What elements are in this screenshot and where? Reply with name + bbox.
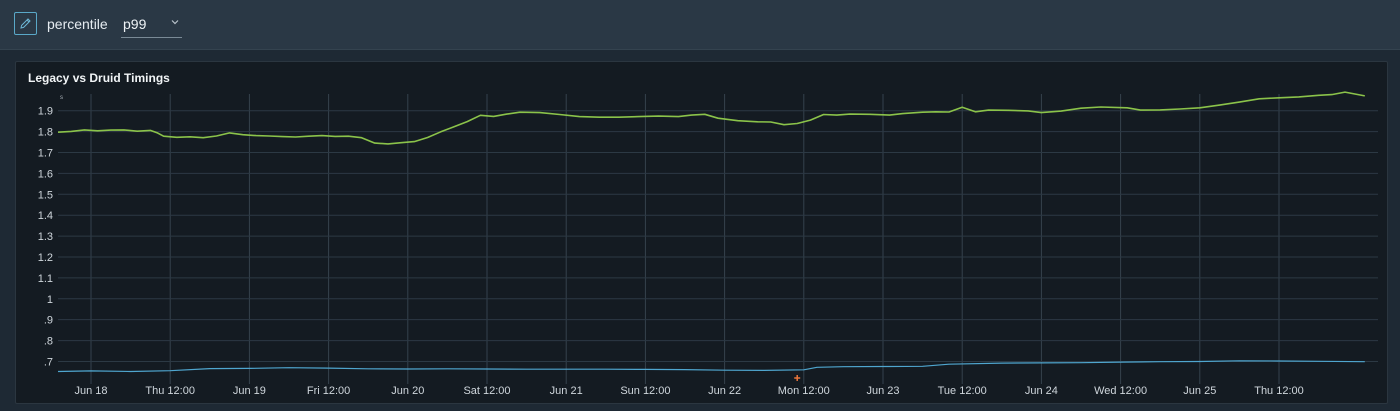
x-tick-label: Jun 18 — [74, 385, 107, 397]
percentile-select[interactable]: p99 — [121, 12, 182, 38]
percentile-select-value: p99 — [123, 16, 147, 32]
panel-title[interactable]: Legacy vs Druid Timings — [28, 71, 170, 85]
x-tick-label: Jun 21 — [550, 385, 583, 397]
series-line-1[interactable] — [57, 91, 1365, 145]
x-tick-label: Wed 12:00 — [1094, 385, 1147, 397]
y-tick-label: .9 — [44, 315, 53, 327]
y-tick-label: 1.2 — [38, 252, 53, 264]
y-unit-label: s — [60, 95, 63, 101]
x-tick-label: Jun 19 — [233, 385, 266, 397]
y-tick-label: 1.3 — [38, 231, 53, 243]
x-tick-label: Tue 12:00 — [938, 385, 987, 397]
x-tick-label: Thu 12:00 — [1254, 385, 1304, 397]
y-tick-label: 1.8 — [38, 127, 53, 139]
y-tick-label: 1.4 — [38, 210, 53, 222]
x-tick-label: Jun 22 — [708, 385, 741, 397]
pencil-icon — [20, 18, 31, 29]
x-tick-label: Fri 12:00 — [307, 385, 350, 397]
series-line-2[interactable] — [57, 360, 1365, 373]
x-tick-label: Jun 25 — [1183, 385, 1216, 397]
chevron-down-icon — [171, 20, 179, 25]
annotation-marker[interactable] — [794, 375, 801, 381]
x-tick-label: Jun 20 — [391, 385, 424, 397]
y-tick-label: 1 — [47, 294, 53, 306]
y-tick-label: .7 — [44, 356, 53, 368]
line-chart[interactable]: 1.91.81.71.61.51.41.31.21.11.9.8.7s Jun … — [16, 62, 1387, 403]
x-tick-label: Sun 12:00 — [620, 385, 670, 397]
x-tick-label: Mon 12:00 — [778, 385, 830, 397]
variable-label: percentile — [47, 16, 108, 32]
x-tick-label: Thu 12:00 — [145, 385, 195, 397]
edit-variables-button[interactable] — [14, 12, 37, 35]
x-tick-label: Jun 24 — [1025, 385, 1058, 397]
y-tick-label: 1.9 — [38, 106, 53, 118]
timings-panel: Legacy vs Druid Timings 1.9 1.8 1.7 1.6 1.5 1… — [15, 61, 1388, 404]
y-tick-label: 1.5 — [38, 189, 53, 201]
y-tick-label: 1.7 — [38, 148, 53, 160]
y-tick-label: 1.1 — [38, 273, 53, 285]
dashboard-variable-bar: percentile p99 — [0, 0, 1400, 50]
y-tick-label: .8 — [44, 336, 53, 348]
y-tick-label: 1.6 — [38, 168, 53, 180]
x-tick-label: Sat 12:00 — [463, 385, 510, 397]
x-tick-label: Jun 23 — [866, 385, 899, 397]
